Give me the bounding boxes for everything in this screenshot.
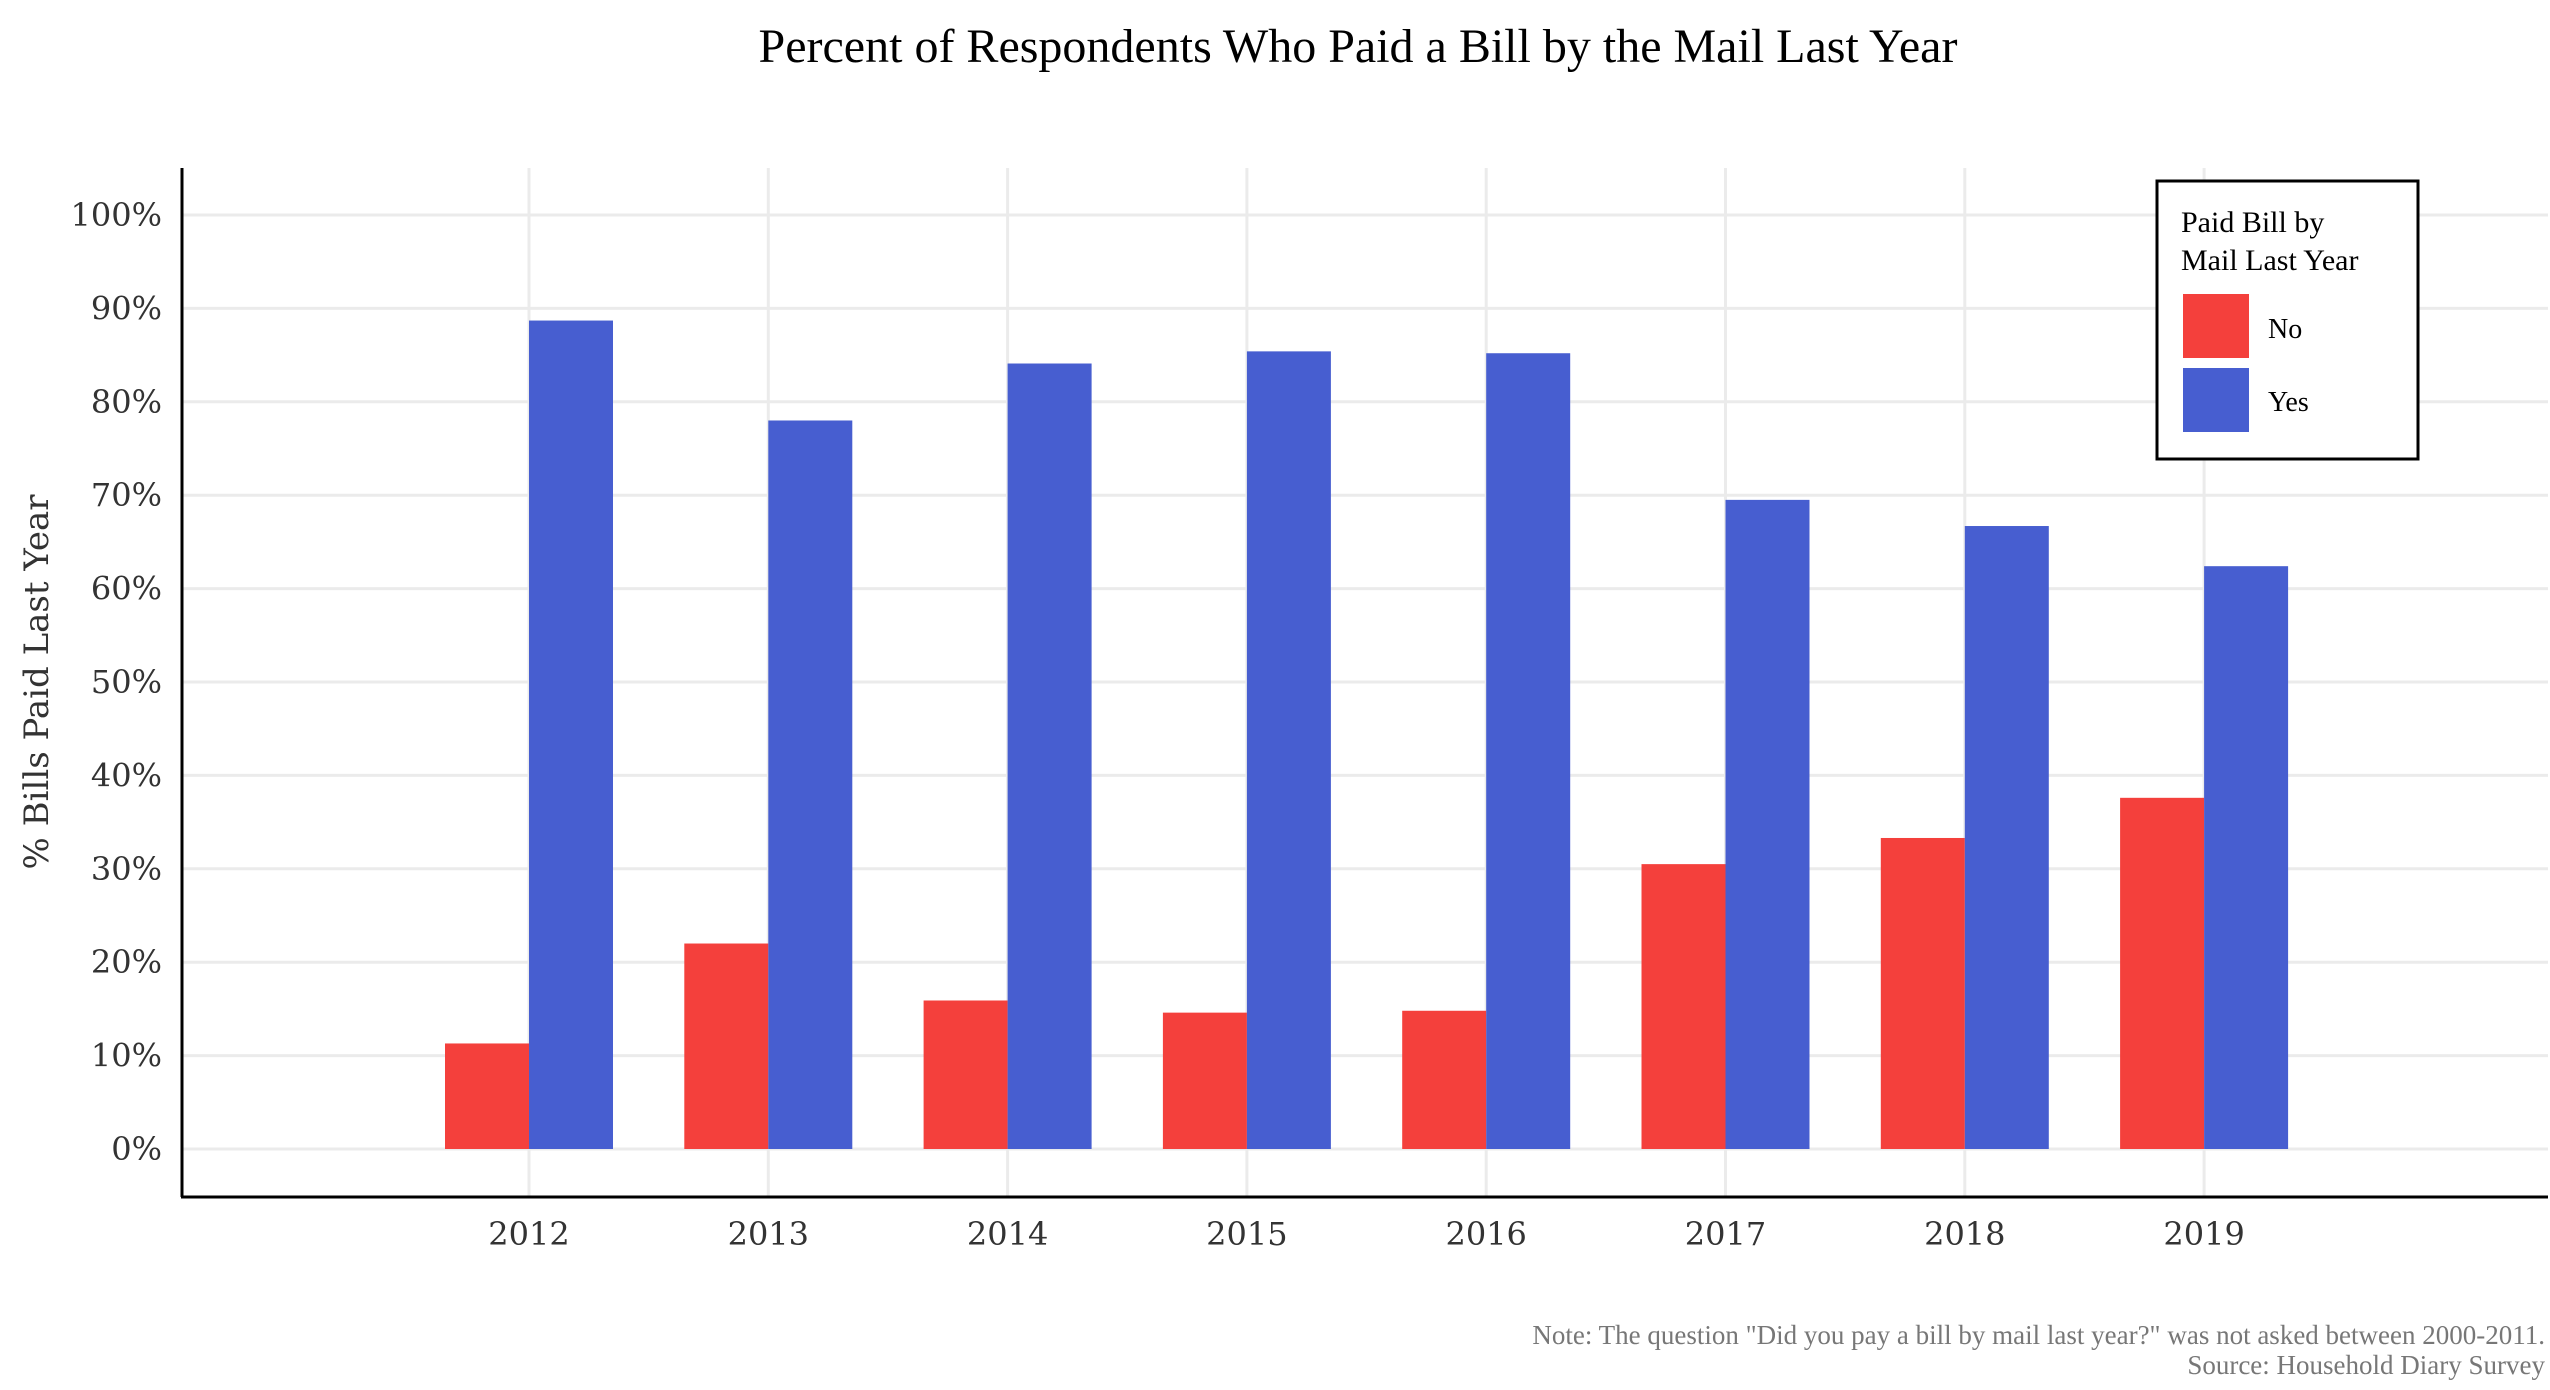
source-text: Source: Household Diary Survey (2187, 1350, 2545, 1380)
bar-no-2013 (684, 943, 769, 1149)
bar-no-2014 (923, 1000, 1008, 1149)
x-tick-label: 2019 (2163, 1215, 2244, 1253)
x-tick-label: 2013 (728, 1215, 809, 1253)
legend-swatch-yes (2183, 368, 2249, 432)
x-tick-label: 2015 (1206, 1215, 1287, 1253)
x-tick-label: 2014 (967, 1215, 1048, 1253)
bar-yes-2012 (529, 320, 613, 1149)
bar-no-2017 (1641, 864, 1726, 1149)
bar-yes-2015 (1246, 351, 1331, 1149)
bar-no-2018 (1880, 837, 1965, 1149)
chart-title: Percent of Respondents Who Paid a Bill b… (759, 20, 1958, 73)
y-tick-label: 40% (91, 756, 162, 794)
legend-title-line2: Mail Last Year (2181, 244, 2358, 277)
bar-yes-2016 (1486, 353, 1571, 1149)
bar-no-2012 (445, 1043, 529, 1149)
y-tick-label: 60% (91, 570, 162, 608)
bar-yes-2017 (1725, 499, 1810, 1149)
x-tick-label: 2016 (1445, 1215, 1526, 1253)
bar-no-2015 (1162, 1012, 1247, 1149)
bar-yes-2018 (1964, 526, 2049, 1149)
x-tick-label: 2017 (1685, 1215, 1766, 1253)
bar-yes-2019 (2204, 566, 2289, 1149)
bar-no-2016 (1402, 1010, 1487, 1149)
y-tick-label: 50% (91, 663, 162, 701)
x-tick-label: 2018 (1924, 1215, 2005, 1253)
y-tick-label: 90% (91, 289, 162, 327)
y-tick-label: 30% (91, 850, 162, 888)
y-tick-label: 20% (91, 943, 162, 981)
axes (180, 168, 2548, 1199)
legend: Paid Bill by Mail Last Year No Yes (2155, 179, 2420, 461)
y-tick-label: 100% (71, 196, 162, 234)
y-axis-label: % Bills Paid Last Year (17, 494, 57, 870)
x-tick-labels: 2012 2013 2014 2015 2016 2017 2018 2019 (488, 1215, 2245, 1253)
y-tick-label: 80% (91, 383, 162, 421)
x-tick-label: 2012 (488, 1215, 569, 1253)
bars (445, 320, 2289, 1150)
legend-swatch-no (2183, 294, 2249, 358)
y-tick-label: 10% (91, 1037, 162, 1075)
bar-yes-2014 (1007, 363, 1092, 1150)
bar-yes-2013 (768, 420, 853, 1150)
legend-label-yes: Yes (2268, 387, 2309, 418)
note-text: Note: The question "Did you pay a bill b… (1532, 1320, 2545, 1350)
y-tick-label: 70% (91, 476, 162, 514)
legend-title-line1: Paid Bill by (2181, 206, 2324, 239)
y-tick-labels: 0% 10% 20% 30% 40% 50% 60% 70% 80% 90% 100% (71, 196, 162, 1168)
bar-no-2019 (2120, 797, 2205, 1149)
y-tick-label: 0% (111, 1130, 162, 1168)
legend-label-no: No (2268, 314, 2302, 345)
